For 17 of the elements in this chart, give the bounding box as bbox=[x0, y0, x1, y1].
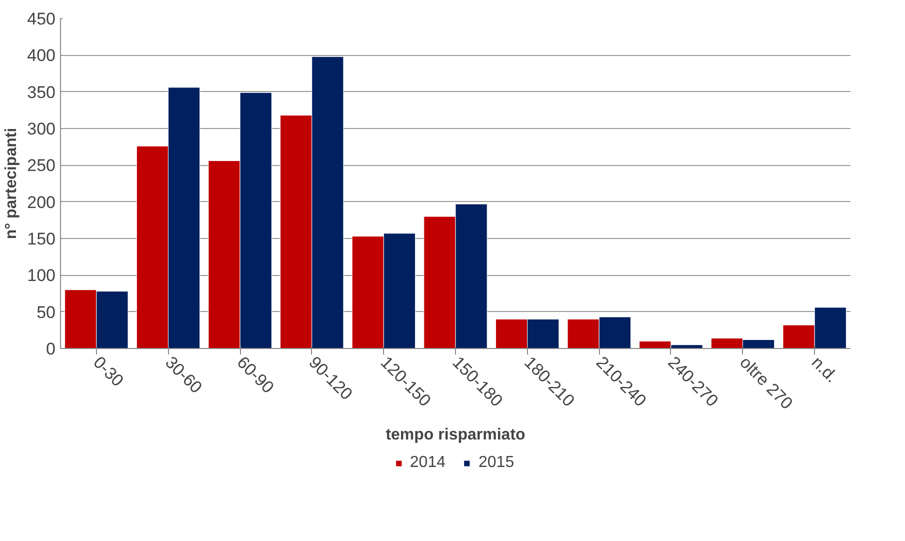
y-tick-label: 300 bbox=[27, 120, 56, 138]
x-axis-title: tempo risparmiato bbox=[386, 426, 526, 444]
y-tick-label: 100 bbox=[27, 266, 56, 286]
y-tick-label: 250 bbox=[27, 156, 56, 176]
legend-label: 2014 bbox=[410, 454, 446, 472]
y-tick-label: 350 bbox=[27, 82, 56, 102]
x-tick-label: 0-30 bbox=[90, 352, 128, 390]
y-tick-label: 0 bbox=[46, 340, 56, 358]
x-tick-label: oltre 270 bbox=[736, 352, 796, 414]
x-tick-label: n.d. bbox=[808, 352, 842, 386]
y-tick-label: 400 bbox=[27, 46, 56, 66]
y-tick-label: 50 bbox=[36, 302, 56, 322]
y-axis-title: n° partecipanti bbox=[3, 128, 20, 240]
y-tick-label: 150 bbox=[27, 230, 56, 248]
y-tick-label: 200 bbox=[27, 192, 56, 212]
legend-label: 2015 bbox=[478, 454, 514, 472]
y-tick-label: 450 bbox=[27, 10, 56, 28]
